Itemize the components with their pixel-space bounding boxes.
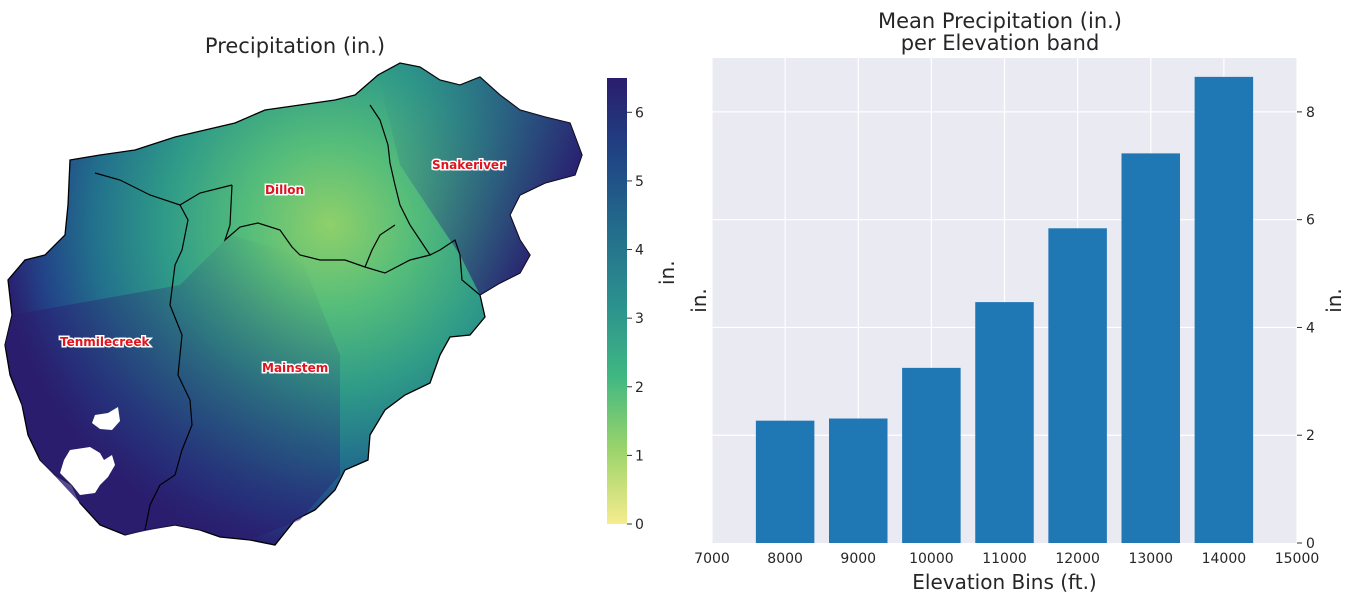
region-label-snakeriver: Snakeriver — [432, 158, 505, 172]
bar-14000 — [1195, 77, 1254, 543]
y-tick-label: 8 — [1306, 105, 1315, 121]
x-tick-label: 13000 — [1128, 551, 1173, 567]
y-tick-label: 4 — [1306, 320, 1315, 336]
bar-8000 — [756, 421, 815, 543]
x-tick-label: 15000 — [1275, 551, 1320, 567]
colorbar-tick-label: 2 — [635, 380, 644, 396]
region-label-tenmilecreek: Tenmilecreek — [60, 335, 150, 349]
colorbar-ticks: 0 1 2 3 4 5 6 — [627, 105, 644, 533]
chart-subtitle: per Elevation band — [700, 32, 1300, 54]
colorbar-tick-label: 6 — [635, 105, 644, 121]
bar-9000 — [829, 419, 888, 543]
bar-12000 — [1048, 228, 1107, 543]
y-axis-label-right: in. — [1322, 288, 1346, 313]
colorbar: 0 1 2 3 4 5 6 — [595, 70, 645, 540]
colorbar-gradient — [607, 78, 627, 524]
x-tick-label: 9000 — [840, 551, 876, 567]
x-tick-labels: 7000 8000 9000 10000 11000 12000 13000 14000 150… — [694, 551, 1319, 567]
colorbar-tick-label: 0 — [635, 517, 644, 533]
colorbar-tick-label: 4 — [635, 243, 644, 259]
chart-title: Mean Precipitation (in.) per Elevation b… — [700, 10, 1300, 54]
y-tick-label: 6 — [1306, 213, 1315, 229]
colorbar-tick-label: 1 — [635, 448, 644, 464]
bar-13000 — [1122, 153, 1181, 543]
precipitation-map: Dillon Snakeriver Tenmilecreek Mainstem — [0, 55, 590, 555]
bar-chart: 7000 8000 9000 10000 11000 12000 13000 14000 150… — [690, 58, 1353, 599]
region-label-mainstem: Mainstem — [262, 361, 328, 375]
x-tick-label: 12000 — [1055, 551, 1100, 567]
colorbar-tick-label: 5 — [635, 174, 644, 190]
y-tick-label: 2 — [1306, 428, 1315, 444]
x-tick-label: 7000 — [694, 551, 730, 567]
x-tick-label: 10000 — [909, 551, 954, 567]
bar-10000 — [902, 368, 961, 543]
x-tick-label: 11000 — [982, 551, 1027, 567]
x-tick-label: 8000 — [767, 551, 803, 567]
bar-11000 — [975, 302, 1034, 543]
chart-title-line1: Mean Precipitation (in.) — [700, 10, 1300, 32]
region-label-dillon: Dillon — [265, 183, 304, 197]
y-tick-label: 0 — [1306, 536, 1315, 552]
x-axis-label: Elevation Bins (ft.) — [912, 570, 1096, 594]
colorbar-label: in. — [655, 260, 679, 285]
y-axis-label-left: in. — [690, 288, 711, 313]
y-tick-labels: 0 2 4 6 8 — [1297, 105, 1315, 552]
x-tick-label: 14000 — [1202, 551, 1247, 567]
colorbar-tick-label: 3 — [635, 311, 644, 327]
